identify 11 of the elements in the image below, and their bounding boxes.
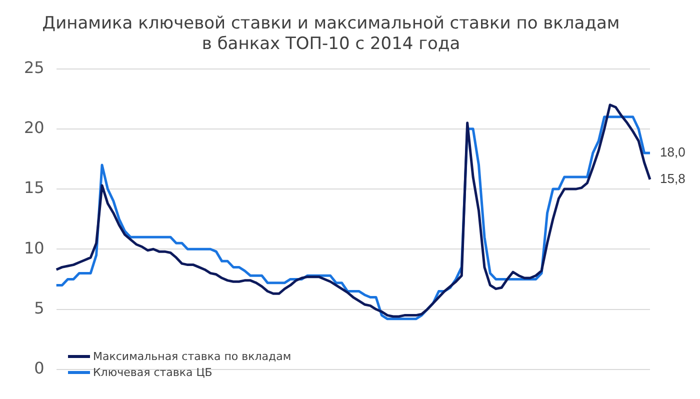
legend-label: Максимальная ставка по вкладам bbox=[93, 350, 292, 363]
y-tick-label: 20 bbox=[24, 118, 44, 138]
y-tick-label: 10 bbox=[24, 238, 44, 258]
y-tick-label: 15 bbox=[24, 178, 44, 198]
y-tick-label: 5 bbox=[34, 298, 44, 318]
y-tick-label: 0 bbox=[34, 358, 44, 378]
text: 15,8 bbox=[660, 171, 686, 186]
y-tick-label: 25 bbox=[24, 58, 44, 77]
text: 18,0 bbox=[660, 144, 686, 160]
legend-label: Ключевая ставка ЦБ bbox=[93, 366, 212, 379]
chart-title: Динамика ключевой ставки и максимальной ставки по вкладам в банках ТОП-10 с 2014 года bbox=[42, 14, 620, 54]
